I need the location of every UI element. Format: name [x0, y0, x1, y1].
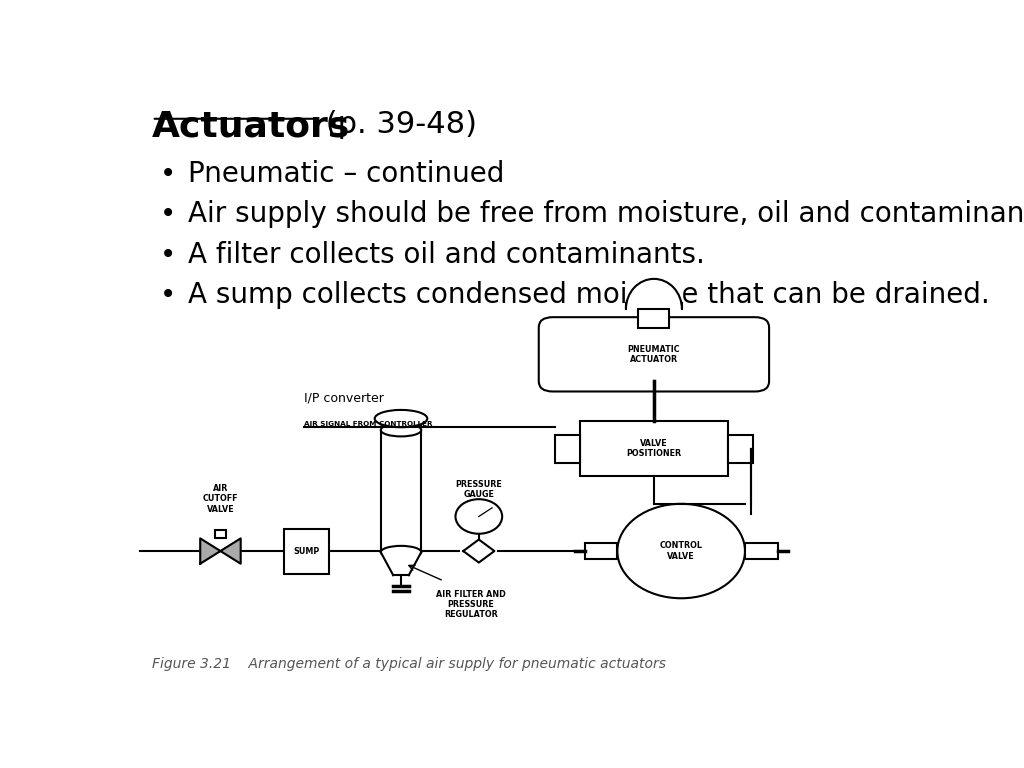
Text: •: •	[160, 240, 176, 269]
Text: •: •	[160, 281, 176, 309]
Text: •: •	[160, 200, 176, 228]
Text: (p. 39-48): (p. 39-48)	[316, 110, 477, 139]
FancyBboxPatch shape	[638, 309, 670, 327]
Text: Figure 3.21    Arrangement of a typical air supply for pneumatic actuators: Figure 3.21 Arrangement of a typical air…	[152, 657, 666, 670]
Text: Air supply should be free from moisture, oil and contaminants.: Air supply should be free from moisture,…	[187, 200, 1024, 228]
Circle shape	[617, 504, 745, 598]
Circle shape	[456, 499, 502, 534]
Text: PRESSURE
GAUGE: PRESSURE GAUGE	[456, 480, 502, 499]
Text: AIR FILTER AND
PRESSURE
REGULATOR: AIR FILTER AND PRESSURE REGULATOR	[436, 590, 506, 620]
Text: A filter collects oil and contaminants.: A filter collects oil and contaminants.	[187, 240, 705, 269]
Text: CONTROL
VALVE: CONTROL VALVE	[659, 541, 702, 561]
Ellipse shape	[375, 410, 427, 427]
Text: AIR SIGNAL FROM CONTROLLER: AIR SIGNAL FROM CONTROLLER	[304, 422, 432, 427]
Ellipse shape	[381, 546, 421, 558]
Ellipse shape	[381, 424, 421, 436]
FancyBboxPatch shape	[728, 435, 753, 464]
Polygon shape	[381, 552, 421, 575]
Text: AIR
CUTOFF
VALVE: AIR CUTOFF VALVE	[203, 484, 239, 514]
FancyBboxPatch shape	[745, 543, 777, 559]
Text: Actuators: Actuators	[152, 110, 350, 144]
FancyBboxPatch shape	[215, 530, 226, 538]
Text: I/P converter: I/P converter	[304, 392, 384, 405]
Polygon shape	[463, 539, 495, 562]
FancyBboxPatch shape	[585, 543, 617, 559]
FancyBboxPatch shape	[555, 435, 580, 464]
Polygon shape	[220, 538, 241, 564]
Text: Pneumatic – continued: Pneumatic – continued	[187, 161, 504, 188]
Text: VALVE
POSITIONER: VALVE POSITIONER	[627, 439, 682, 458]
Polygon shape	[201, 538, 220, 564]
Text: •: •	[160, 161, 176, 188]
Text: SUMP: SUMP	[294, 547, 319, 556]
FancyBboxPatch shape	[580, 422, 728, 476]
Text: A sump collects condensed moisture that can be drained.: A sump collects condensed moisture that …	[187, 281, 989, 309]
FancyBboxPatch shape	[285, 529, 330, 574]
Text: PNEUMATIC
ACTUATOR: PNEUMATIC ACTUATOR	[628, 345, 680, 364]
FancyBboxPatch shape	[539, 317, 769, 392]
